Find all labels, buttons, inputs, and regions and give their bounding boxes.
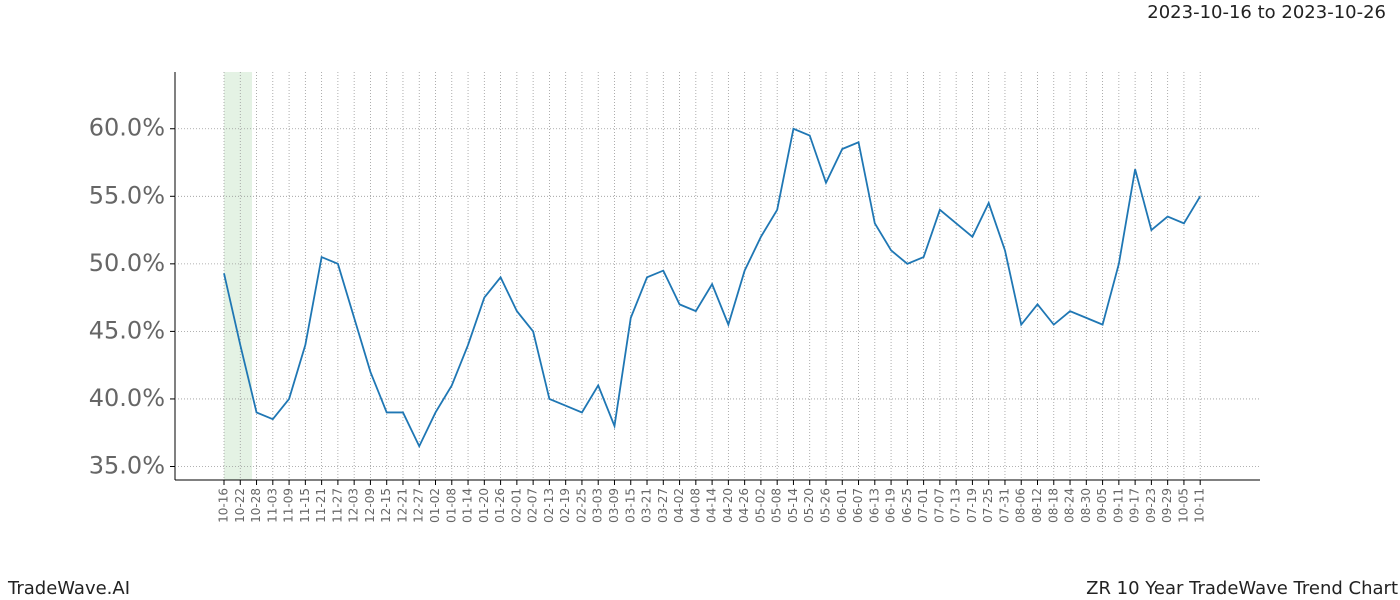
x-tick-label: 06-25 [900, 488, 914, 523]
x-tick-label: 08-30 [1079, 488, 1093, 523]
y-tick-label: 60.0% [89, 114, 165, 142]
x-tick-label: 10-16 [217, 488, 231, 523]
x-tick-label: 09-11 [1111, 488, 1125, 523]
x-tick-label: 11-27 [330, 488, 344, 523]
x-tick-label: 12-27 [412, 488, 426, 523]
x-tick-label: 04-20 [721, 488, 735, 523]
line-series [223, 127, 1201, 449]
x-tick-label: 06-19 [884, 488, 898, 523]
x-tick-label: 11-21 [314, 488, 328, 523]
x-tick-label: 07-31 [997, 488, 1011, 523]
x-tick-label: 05-02 [753, 488, 767, 523]
x-tick-label: 09-05 [1095, 488, 1109, 523]
y-tick-label: 50.0% [89, 249, 165, 277]
x-tick-label: 10-22 [233, 488, 247, 523]
x-tick-label: 11-03 [265, 488, 279, 523]
x-tick-label: 05-08 [770, 488, 784, 523]
x-tick-label: 09-23 [1144, 488, 1158, 523]
x-tick-label: 12-15 [379, 488, 393, 523]
x-tick-label: 02-13 [542, 488, 556, 523]
x-tick-label: 02-19 [558, 488, 572, 523]
x-tick-label: 04-08 [688, 488, 702, 523]
x-tick-label: 12-03 [347, 488, 361, 523]
x-tick-label: 05-20 [802, 488, 816, 523]
x-tick-label: 09-29 [1160, 488, 1174, 523]
x-tick-label: 02-07 [526, 488, 540, 523]
x-tick-label: 01-14 [461, 488, 475, 523]
x-tick-label: 05-14 [786, 488, 800, 523]
highlight-range [224, 72, 252, 480]
x-tick-label: 03-09 [607, 488, 621, 523]
x-tick-label: 07-13 [949, 488, 963, 523]
x-tick-label: 01-02 [428, 488, 442, 523]
x-tick-label: 08-24 [1063, 488, 1077, 523]
x-tick-label: 12-21 [395, 488, 409, 523]
x-tick-label: 07-01 [916, 488, 930, 523]
x-tick-label: 08-12 [1030, 488, 1044, 523]
chart-title: ZR 10 Year TradeWave Trend Chart [1086, 578, 1398, 599]
y-tick-label: 35.0% [89, 451, 165, 479]
x-tick-label: 07-25 [981, 488, 995, 523]
x-tick-label: 02-01 [509, 488, 523, 523]
x-tick-label: 06-01 [835, 488, 849, 523]
x-tick-label: 11-15 [298, 488, 312, 523]
x-tick-label: 04-02 [672, 488, 686, 523]
x-tick-label: 08-06 [1014, 488, 1028, 523]
x-tick-label: 07-19 [965, 488, 979, 523]
x-tick-label: 10-05 [1176, 488, 1190, 523]
x-tick-label: 01-08 [444, 488, 458, 523]
y-tick-label: 45.0% [89, 316, 165, 344]
y-tick-label: 55.0% [89, 181, 165, 209]
x-tick-label: 05-26 [818, 488, 832, 523]
x-tick-label: 12-09 [363, 488, 377, 523]
x-tick-label: 09-17 [1128, 488, 1142, 523]
x-tick-label: 03-21 [640, 488, 654, 523]
x-tick-label: 03-15 [623, 488, 637, 523]
x-tick-label: 10-28 [249, 488, 263, 523]
x-tick-label: 03-27 [656, 488, 670, 523]
y-tick-label: 40.0% [89, 384, 165, 412]
x-tick-label: 06-07 [851, 488, 865, 523]
footer-brand: TradeWave.AI [7, 578, 130, 599]
x-tick-label: 06-13 [867, 488, 881, 523]
x-tick-label: 03-03 [591, 488, 605, 523]
x-tick-label: 11-09 [282, 488, 296, 523]
x-tick-label: 01-26 [493, 488, 507, 523]
x-tick-label: 01-20 [477, 488, 491, 523]
x-tick-label: 10-11 [1193, 488, 1207, 523]
x-tick-label: 02-25 [574, 488, 588, 523]
x-tick-label: 04-14 [705, 488, 719, 523]
x-tick-label: 04-26 [737, 488, 751, 523]
date-range: 2023-10-16 to 2023-10-26 [1147, 2, 1386, 23]
x-tick-label: 07-07 [932, 488, 946, 523]
x-tick-label: 08-18 [1046, 488, 1060, 523]
